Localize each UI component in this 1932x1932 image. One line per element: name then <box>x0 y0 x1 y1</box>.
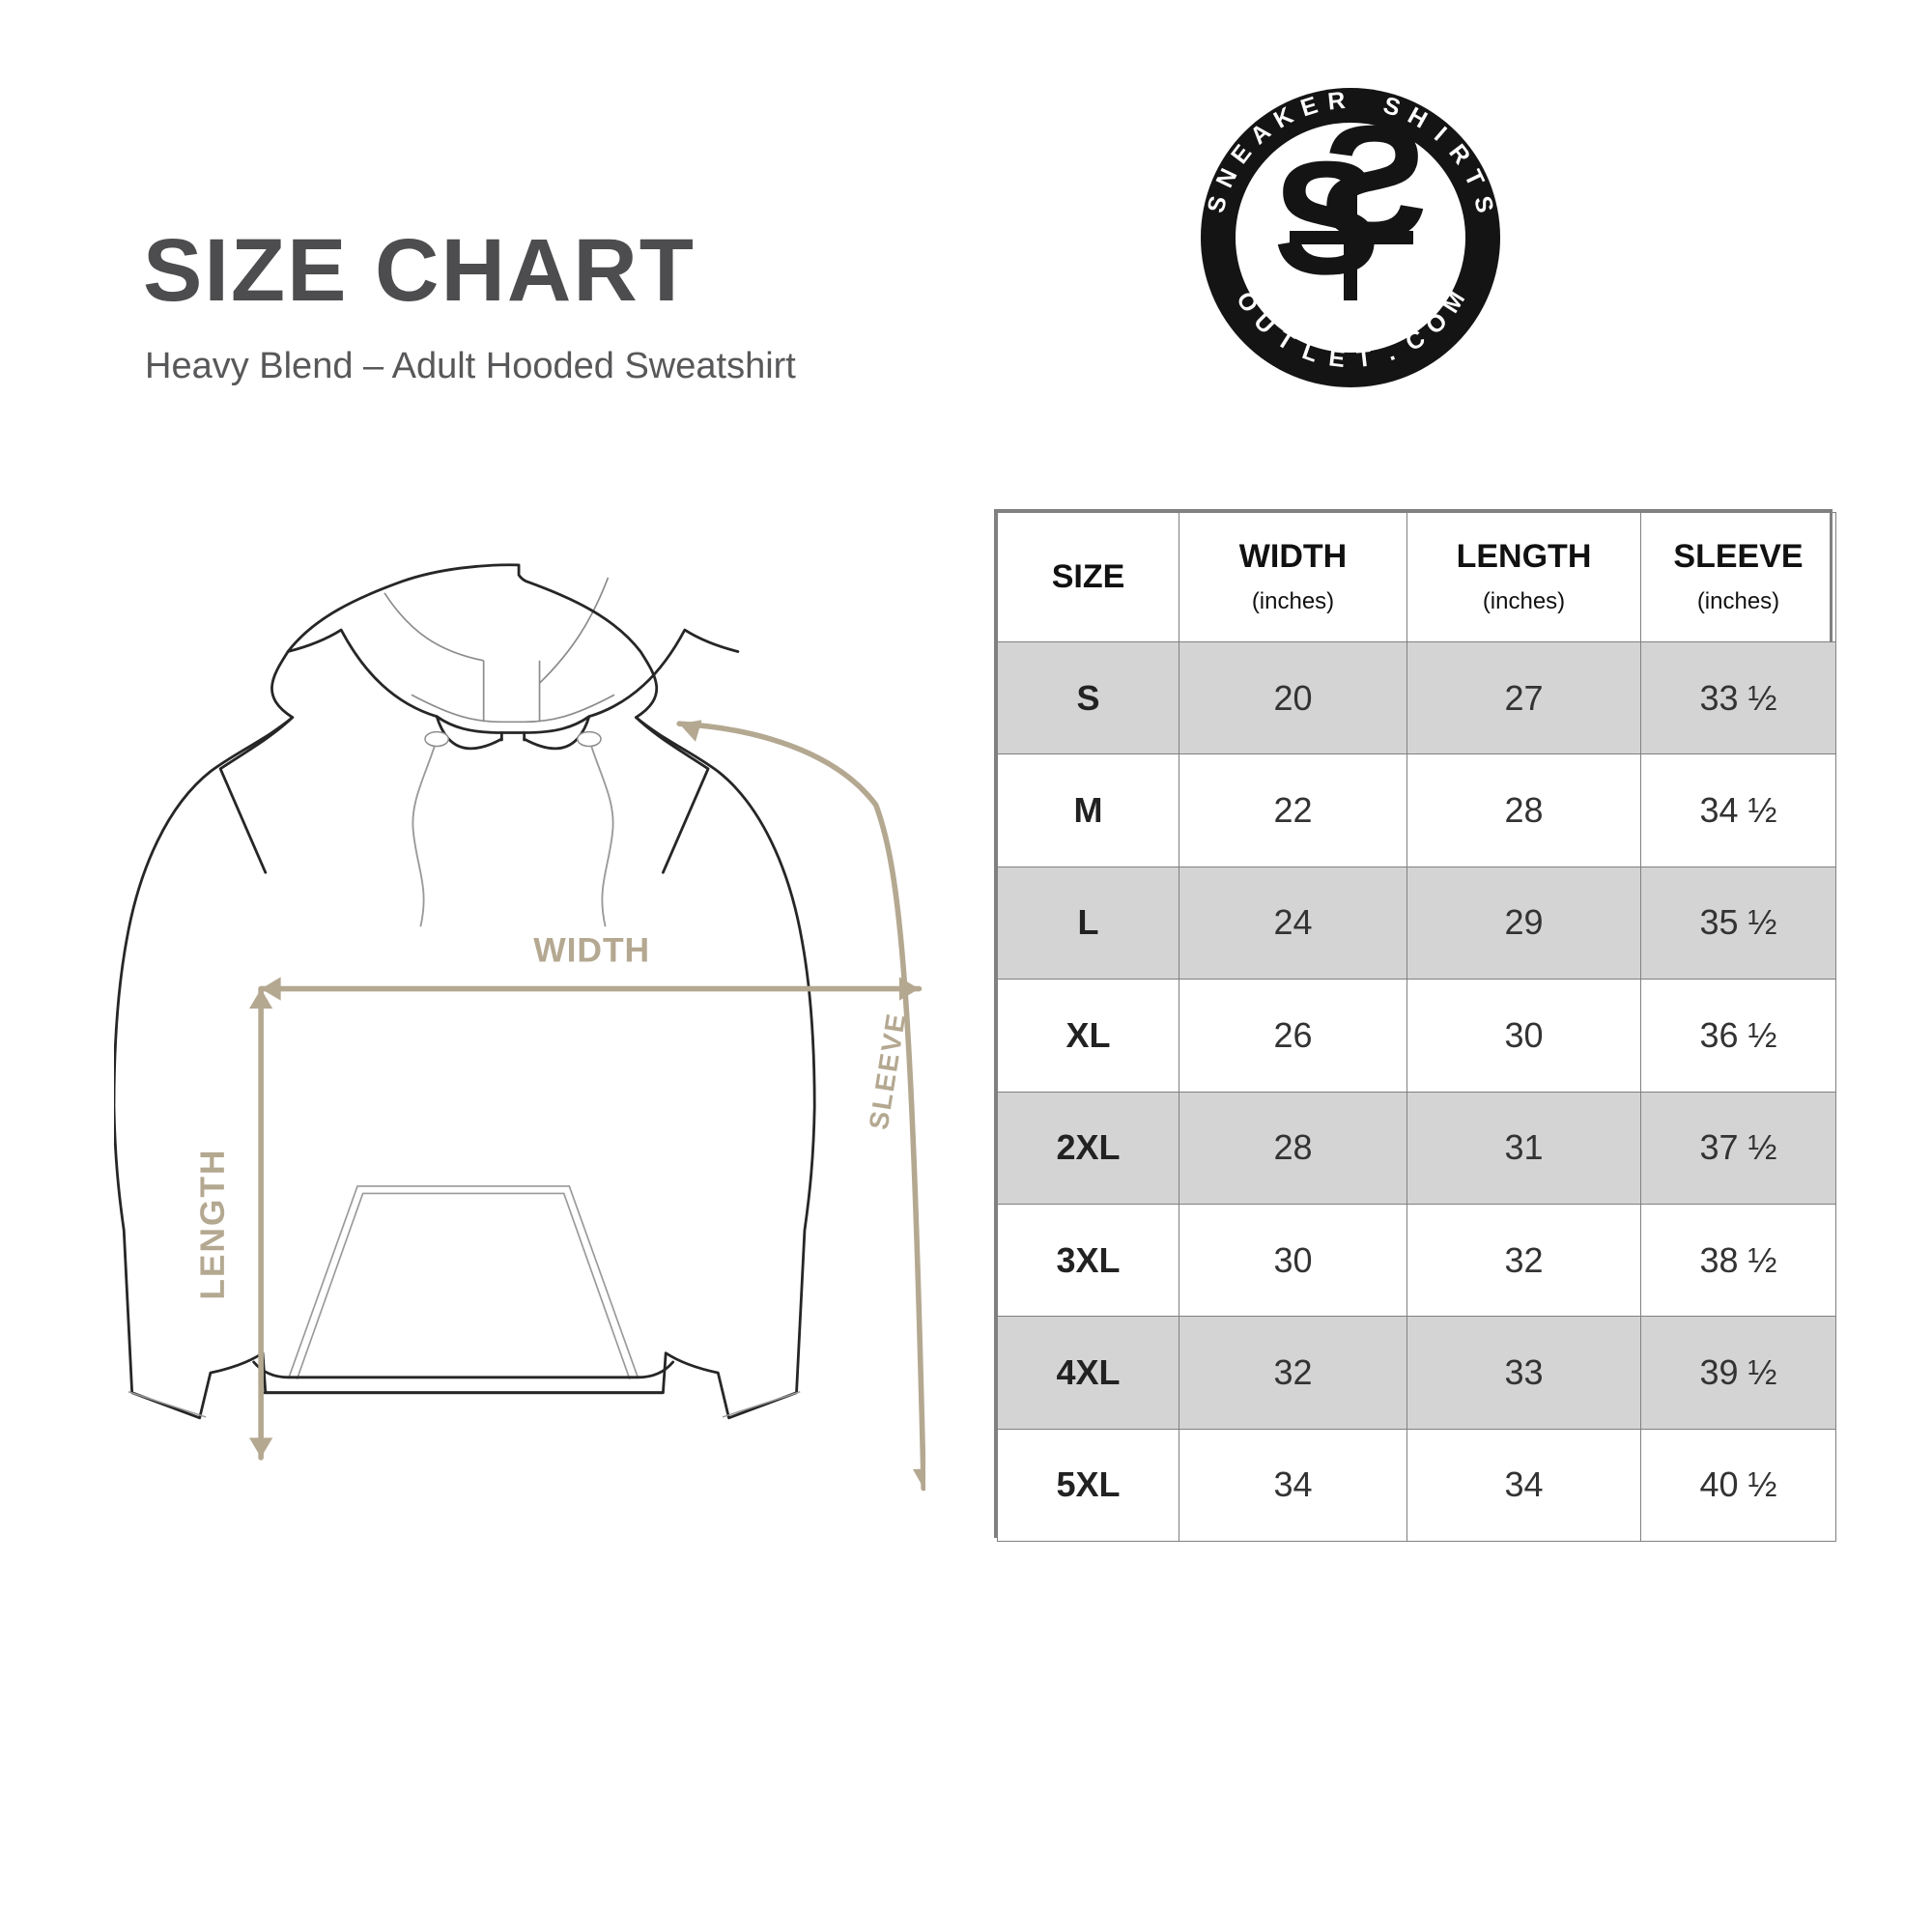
svg-text:WIDTH: WIDTH <box>533 931 650 970</box>
